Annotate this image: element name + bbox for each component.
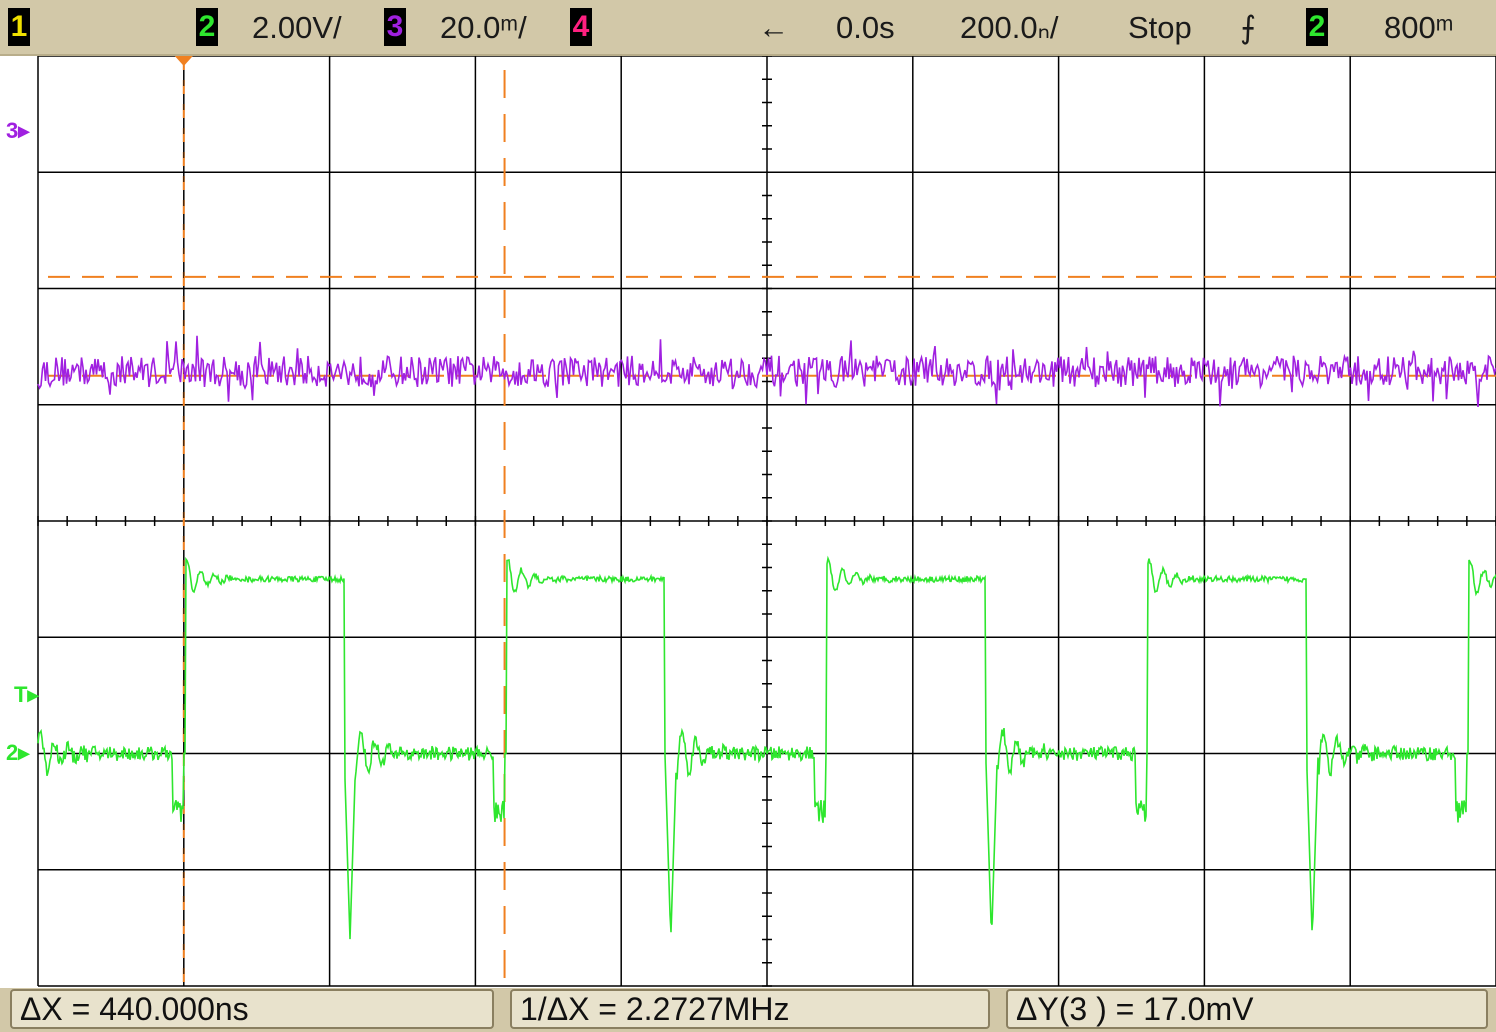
channel-3-softkey[interactable]: 3 — [384, 8, 406, 46]
waveform-graticule — [37, 56, 1496, 987]
inverse-delta-x-readout: 1/ΔX = 2.2727MHz — [510, 989, 990, 1029]
ground-icon: ▸ — [18, 118, 30, 143]
ground-icon: ▸ — [18, 740, 30, 765]
status-bar: 1 2 2.00V/ 3 20.0ᵐ/ 4 ← 0.0s 200.0ₙ/ Sto… — [0, 0, 1496, 56]
delay-value: 0.0s — [836, 10, 895, 45]
trigger-source-softkey[interactable]: 2 — [1306, 8, 1328, 46]
measurement-bar: ΔX = 440.000ns 1/ΔX = 2.2727MHz ΔY(3 ) =… — [0, 988, 1496, 1032]
trigger-level-marker[interactable]: T▸ — [14, 682, 39, 707]
delay-arrow-icon: ← — [758, 10, 789, 45]
channel-3-trace — [37, 335, 1496, 407]
delta-x-readout: ΔX = 440.000ns — [10, 989, 494, 1029]
run-state: Stop — [1128, 10, 1192, 45]
trigger-position-icon — [174, 56, 193, 66]
channel-4-softkey[interactable]: 4 — [570, 8, 592, 46]
channel-3-ground-marker[interactable]: 3▸ — [6, 118, 30, 143]
channel-2-ground-marker[interactable]: 2▸ — [6, 740, 30, 765]
waveform-display: 3▸ T▸ 2▸ — [0, 56, 1496, 988]
channel-2-scale: 2.00V/ — [252, 10, 342, 45]
timebase-scale: 200.0ₙ/ — [960, 10, 1059, 45]
delta-y-readout: ΔY(3 ) = 17.0mV — [1006, 989, 1488, 1029]
graticule-grid — [37, 56, 1496, 987]
trigger-arrow-icon: ▸ — [27, 682, 39, 707]
channel-2-trace — [37, 555, 1496, 940]
falling-edge-icon: ⨍ — [1240, 10, 1257, 45]
channel-3-scale: 20.0ᵐ/ — [440, 10, 527, 45]
channel-2-softkey[interactable]: 2 — [196, 8, 218, 46]
traces — [37, 335, 1496, 940]
trigger-level: 800ᵐ — [1384, 10, 1454, 45]
channel-1-softkey[interactable]: 1 — [8, 8, 30, 46]
